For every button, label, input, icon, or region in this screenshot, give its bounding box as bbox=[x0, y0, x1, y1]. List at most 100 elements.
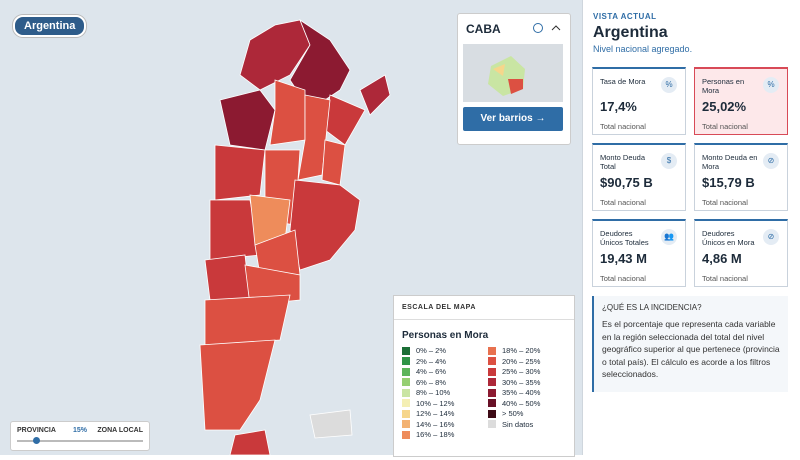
legend-swatch bbox=[402, 430, 410, 439]
legend-swatch bbox=[402, 378, 410, 386]
legend-swatch bbox=[488, 399, 496, 407]
province[interactable] bbox=[289, 179, 361, 271]
legend-label: 25% – 30% bbox=[502, 367, 541, 376]
legend-label: 2% – 4% bbox=[416, 356, 447, 366]
province[interactable] bbox=[324, 94, 366, 146]
legend-swatch bbox=[402, 357, 410, 365]
legend-label: 4% – 6% bbox=[416, 367, 447, 376]
legend-item: 8% – 10% bbox=[402, 388, 450, 397]
kpi-label: Tasa de Mora bbox=[600, 77, 646, 86]
legend-label: 35% – 40% bbox=[502, 388, 541, 397]
province[interactable] bbox=[219, 89, 276, 151]
map-legend: ESCALA DEL MAPA Personas en Mora 0% – 2%… bbox=[393, 295, 575, 457]
zoom-slider[interactable]: PROVINCIA 15% ZONA LOCAL bbox=[10, 421, 150, 451]
kpi-note: Total nacional bbox=[600, 274, 646, 283]
province[interactable] bbox=[204, 254, 251, 301]
legend-label: 8% – 10% bbox=[416, 388, 451, 397]
slider-left-label: PROVINCIA bbox=[17, 427, 56, 434]
kpi-value: 19,43 M bbox=[600, 251, 647, 266]
legend-item: 0% – 2% bbox=[402, 346, 446, 355]
legend-swatch bbox=[402, 409, 410, 418]
kpi-icon: 👥 bbox=[661, 229, 677, 245]
legend-item: 30% – 35% bbox=[488, 378, 540, 387]
info-text: Es el porcentaje que representa cada var… bbox=[602, 319, 780, 379]
legend-swatch bbox=[402, 420, 410, 428]
province[interactable] bbox=[321, 139, 346, 186]
panel-kicker: VISTA ACTUAL bbox=[593, 12, 657, 21]
legend-header[interactable]: ESCALA DEL MAPA bbox=[394, 296, 574, 320]
legend-label: 12% – 14% bbox=[416, 409, 455, 418]
kpi-card[interactable]: Deudores Únicos Totales 19,43 M Total naci… bbox=[592, 219, 686, 287]
legend-item: > 50% bbox=[488, 409, 523, 418]
kpi-note: Total nacional bbox=[600, 122, 646, 131]
slider-handle[interactable] bbox=[33, 437, 40, 444]
kpi-value: 25,02% bbox=[702, 99, 747, 114]
province[interactable] bbox=[204, 294, 291, 346]
caba-minimap bbox=[463, 44, 563, 102]
legend-title: Personas en Mora bbox=[402, 330, 489, 341]
kpi-card[interactable]: Monto Deuda Total $90,75 B Total nacional $ bbox=[592, 143, 686, 211]
province[interactable] bbox=[269, 79, 306, 146]
slider-track bbox=[17, 440, 143, 442]
province[interactable] bbox=[309, 409, 353, 439]
legend-label: 16% – 18% bbox=[416, 430, 455, 439]
province[interactable] bbox=[239, 19, 311, 91]
legend-label: Sin datos bbox=[502, 419, 534, 429]
kpi-icon: % bbox=[661, 77, 677, 93]
kpi-label: Deudores Únicos en Mora bbox=[702, 229, 755, 247]
kpi-value: $90,75 B bbox=[600, 175, 653, 190]
legend-swatch bbox=[488, 378, 496, 386]
legend-item: 14% – 16% bbox=[402, 420, 454, 429]
legend-swatch bbox=[402, 388, 410, 397]
provinces bbox=[199, 18, 391, 456]
legend-label: 30% – 35% bbox=[502, 377, 541, 387]
legend-item: 18% – 20% bbox=[488, 346, 540, 355]
button-label: Ver barrios bbox=[480, 113, 533, 124]
province[interactable] bbox=[229, 429, 271, 456]
kpi-value: 4,86 M bbox=[702, 251, 742, 266]
legend-label: 40% – 50% bbox=[502, 398, 541, 408]
legend-label: 14% – 16% bbox=[416, 419, 455, 429]
kpi-card[interactable]: Monto Deuda en Mora $15,79 B Total naciona… bbox=[694, 143, 788, 211]
kpi-label: Monto Deuda en Mora bbox=[702, 153, 758, 171]
country-chip[interactable]: Argentina bbox=[13, 15, 87, 37]
info-box: ¿QUÉ ES LA INCIDENCIA? Es el porcentaje … bbox=[592, 296, 788, 392]
province[interactable] bbox=[359, 74, 391, 116]
kpi-label: Deudores Únicos Totales bbox=[600, 229, 649, 247]
legend-item: 20% – 25% bbox=[488, 357, 540, 366]
legend-swatch bbox=[488, 357, 496, 365]
legend-item: Sin datos bbox=[488, 420, 533, 429]
legend-label: 6% – 8% bbox=[416, 377, 447, 387]
legend-swatch bbox=[488, 420, 496, 428]
caba-title: CABA bbox=[466, 22, 501, 36]
legend-item: 25% – 30% bbox=[488, 367, 540, 376]
legend-label: 10% – 12% bbox=[416, 398, 455, 408]
legend-swatch bbox=[488, 367, 496, 376]
legend-item: 40% – 50% bbox=[488, 399, 540, 408]
slider-value: 15% bbox=[73, 427, 88, 434]
legend-item: 16% – 18% bbox=[402, 430, 454, 439]
legend-item: 35% – 40% bbox=[488, 388, 540, 397]
legend-label: > 50% bbox=[502, 409, 524, 418]
kpi-card[interactable]: Tasa de Mora 17,4% Total nacional% bbox=[592, 67, 686, 135]
province[interactable] bbox=[214, 144, 266, 201]
map-canvas bbox=[199, 18, 391, 456]
ver-barrios-button[interactable]: Ver barrios → bbox=[463, 107, 563, 131]
legend-swatch bbox=[488, 346, 496, 355]
province[interactable] bbox=[297, 94, 331, 181]
legend-swatch bbox=[402, 346, 410, 355]
caba-controls[interactable] bbox=[532, 22, 562, 34]
legend-swatch bbox=[402, 367, 410, 376]
kpi-value: $15,79 B bbox=[702, 175, 755, 190]
legend-item: 2% – 4% bbox=[402, 357, 446, 366]
legend-item: 4% – 6% bbox=[402, 367, 446, 376]
legend-swatch bbox=[488, 409, 496, 418]
kpi-card[interactable]: Personas en Mora 25,02% Total nacional% bbox=[694, 67, 788, 135]
kpi-card[interactable]: Deudores Únicos en Mora 4,86 M Total nacio… bbox=[694, 219, 788, 287]
province[interactable] bbox=[199, 339, 276, 431]
slider-right-label: ZONA LOCAL bbox=[97, 427, 143, 434]
panel-subtitle: Nivel nacional agregado. bbox=[593, 44, 693, 54]
kpi-icon: $ bbox=[661, 153, 677, 169]
kpi-icon: ⊘ bbox=[763, 229, 779, 245]
